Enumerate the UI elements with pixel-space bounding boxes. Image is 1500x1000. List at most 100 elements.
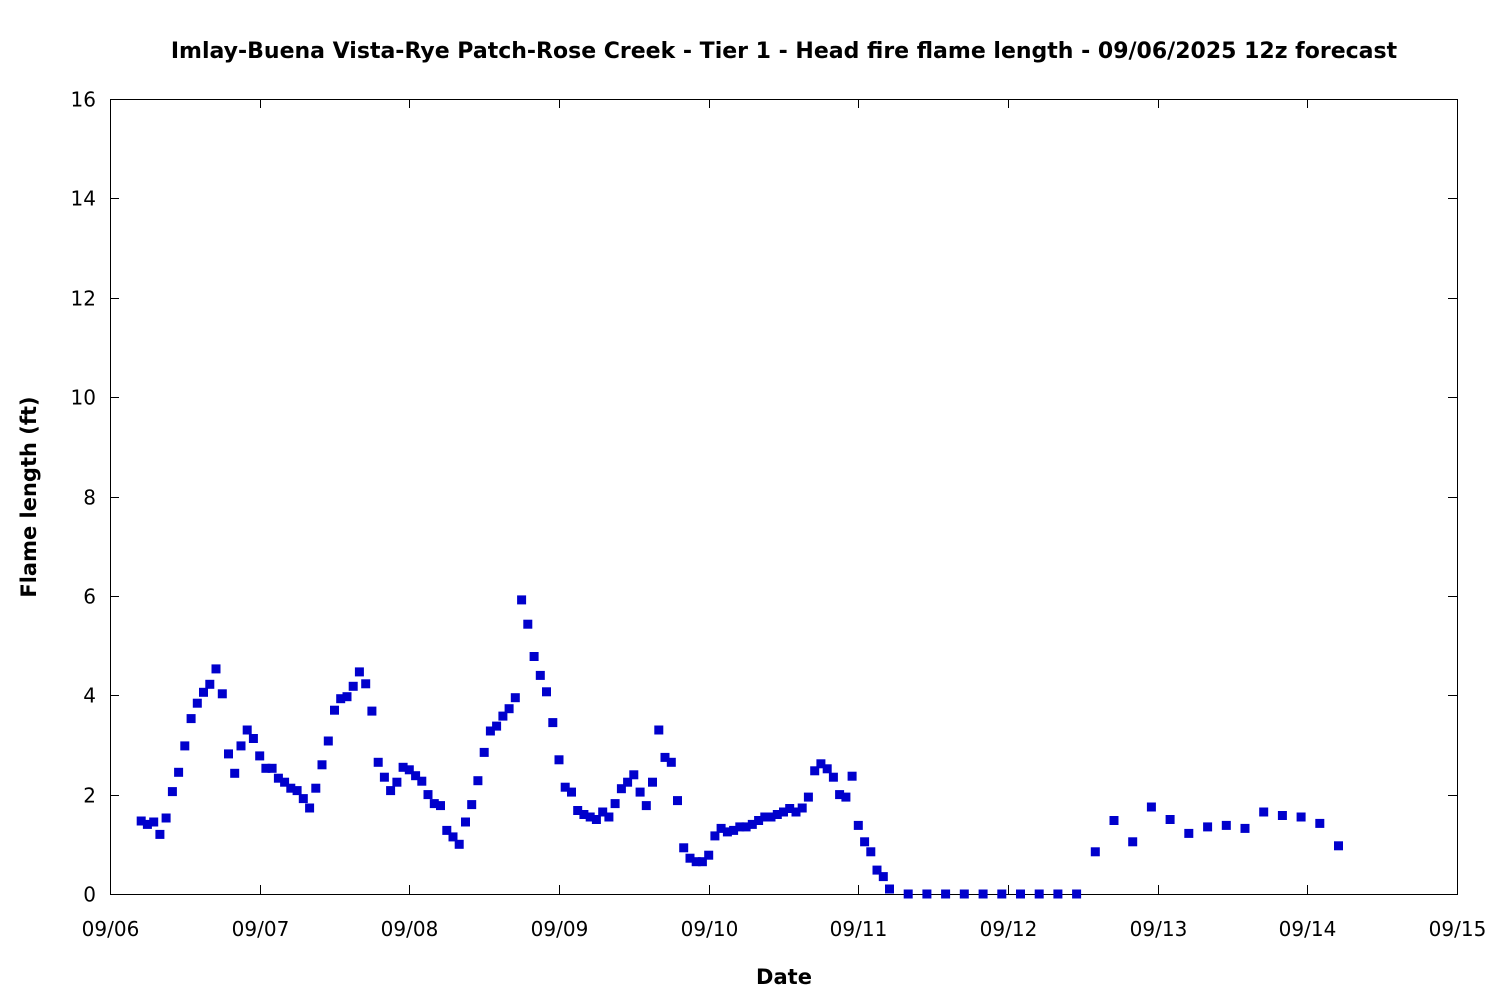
data-point bbox=[373, 757, 383, 767]
data-point bbox=[186, 714, 196, 724]
axis-ticks bbox=[110, 99, 1458, 895]
data-point bbox=[641, 801, 651, 811]
data-point bbox=[654, 725, 664, 735]
data-point bbox=[760, 812, 770, 822]
data-point bbox=[959, 889, 969, 899]
data-point bbox=[336, 694, 346, 704]
data-point bbox=[1240, 823, 1250, 833]
data-point bbox=[367, 706, 377, 716]
data-point bbox=[448, 832, 458, 842]
data-point bbox=[167, 787, 177, 797]
x-tick-labels: 09/06 09/07 09/08 09/09 09/10 09/11 09/12 09/13… bbox=[82, 917, 1487, 941]
data-point bbox=[379, 772, 389, 782]
data-point bbox=[1184, 828, 1194, 838]
data-point bbox=[716, 823, 726, 833]
data-point bbox=[747, 819, 757, 829]
data-point bbox=[604, 812, 614, 822]
data-point bbox=[860, 837, 870, 847]
x-tick-label: 09/07 bbox=[232, 917, 290, 941]
x-tick-label: 09/12 bbox=[980, 917, 1038, 941]
data-point bbox=[997, 889, 1007, 899]
data-point bbox=[1296, 812, 1306, 822]
data-point bbox=[423, 790, 433, 800]
data-point bbox=[523, 619, 533, 629]
data-point bbox=[317, 760, 327, 770]
data-point bbox=[741, 822, 751, 832]
data-point bbox=[236, 741, 246, 751]
data-point bbox=[828, 772, 838, 782]
data-point bbox=[542, 687, 551, 697]
x-tick-label: 09/08 bbox=[381, 917, 439, 941]
data-points bbox=[136, 595, 1343, 899]
data-point bbox=[492, 721, 502, 731]
data-point bbox=[280, 777, 290, 787]
data-point bbox=[1128, 837, 1138, 847]
y-tick-label: 6 bbox=[83, 585, 96, 609]
data-point bbox=[392, 777, 402, 787]
data-point bbox=[311, 783, 321, 793]
data-point bbox=[598, 807, 608, 817]
data-point bbox=[560, 782, 570, 792]
chart-title: Imlay-Buena Vista-Rye Patch-Rose Creek -… bbox=[171, 39, 1398, 64]
data-point bbox=[835, 790, 845, 800]
data-point bbox=[155, 829, 165, 839]
data-point bbox=[354, 667, 364, 677]
data-point bbox=[872, 865, 882, 875]
data-point bbox=[1221, 820, 1231, 830]
y-tick-label: 4 bbox=[83, 684, 96, 708]
data-point bbox=[286, 783, 296, 793]
data-point bbox=[772, 810, 782, 819]
data-point bbox=[142, 819, 152, 829]
data-point bbox=[292, 786, 302, 796]
data-point bbox=[199, 687, 208, 697]
data-point bbox=[591, 815, 601, 824]
data-point bbox=[691, 857, 701, 867]
data-point bbox=[1034, 889, 1044, 899]
y-tick-label: 10 bbox=[71, 386, 96, 410]
data-point bbox=[1072, 889, 1082, 899]
data-point bbox=[386, 786, 396, 796]
data-point bbox=[330, 705, 339, 715]
data-point bbox=[779, 807, 788, 817]
data-point bbox=[722, 827, 732, 837]
data-point bbox=[635, 787, 645, 797]
data-point bbox=[679, 843, 689, 853]
y-tick-label: 16 bbox=[71, 88, 96, 112]
data-point bbox=[510, 693, 520, 703]
data-point bbox=[648, 777, 657, 787]
data-point bbox=[1165, 815, 1175, 824]
data-point bbox=[411, 771, 421, 781]
data-point bbox=[1334, 841, 1343, 851]
data-point bbox=[436, 801, 445, 811]
data-point bbox=[417, 776, 427, 786]
y-tick-labels: 0 2 4 6 8 10 12 14 16 bbox=[71, 88, 96, 907]
y-tick-label: 0 bbox=[83, 883, 96, 907]
data-point bbox=[205, 679, 215, 689]
data-point bbox=[704, 850, 714, 860]
data-point bbox=[685, 853, 695, 863]
data-point bbox=[136, 816, 146, 826]
data-point bbox=[230, 768, 240, 778]
data-point bbox=[847, 771, 857, 781]
data-point bbox=[841, 792, 851, 802]
data-point bbox=[398, 762, 408, 772]
data-point bbox=[217, 689, 227, 699]
y-tick-label: 14 bbox=[71, 187, 96, 211]
data-point bbox=[616, 784, 626, 794]
data-point bbox=[442, 825, 452, 835]
data-point bbox=[192, 698, 202, 708]
data-point bbox=[1203, 822, 1213, 832]
x-tick-label: 09/11 bbox=[830, 917, 888, 941]
data-point bbox=[1259, 807, 1269, 817]
data-point bbox=[298, 794, 308, 804]
data-point bbox=[885, 884, 894, 894]
data-point bbox=[479, 747, 489, 757]
data-point bbox=[242, 725, 252, 735]
data-point bbox=[273, 773, 283, 783]
data-point bbox=[785, 804, 795, 813]
data-point bbox=[903, 889, 913, 899]
data-point bbox=[149, 817, 159, 827]
data-point bbox=[429, 799, 439, 809]
data-point bbox=[323, 736, 333, 746]
